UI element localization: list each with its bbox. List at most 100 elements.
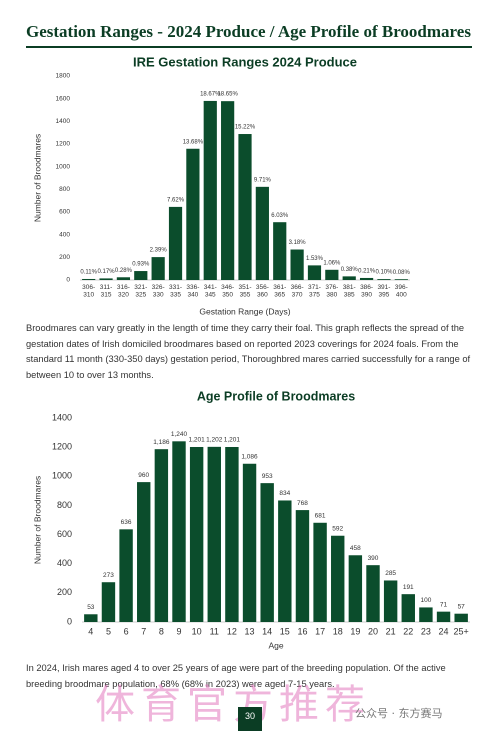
x-tick-label: 14 bbox=[262, 626, 272, 636]
x-tick-label: 22 bbox=[403, 626, 413, 636]
data-label: 960 bbox=[138, 472, 149, 479]
data-label: 1,240 bbox=[171, 431, 188, 438]
y-tick-label: 600 bbox=[59, 209, 70, 216]
data-label: 636 bbox=[121, 519, 132, 526]
bar bbox=[325, 269, 339, 280]
bar bbox=[454, 613, 468, 622]
bar bbox=[313, 522, 327, 622]
bar bbox=[419, 607, 433, 622]
x-tick-label: 346-350 bbox=[221, 284, 234, 299]
y-tick-label: 1000 bbox=[52, 471, 72, 481]
data-label: 390 bbox=[368, 555, 379, 562]
bar bbox=[203, 100, 217, 280]
x-tick-label: 6 bbox=[124, 626, 129, 636]
bar bbox=[273, 222, 287, 280]
bar bbox=[278, 500, 292, 622]
bar bbox=[342, 276, 356, 280]
y-tick-label: 1400 bbox=[52, 412, 72, 422]
data-label: 57 bbox=[458, 603, 466, 610]
x-tick-label: 24 bbox=[439, 626, 449, 636]
data-label: 0.38% bbox=[341, 267, 359, 273]
data-label: 768 bbox=[297, 500, 308, 507]
data-label: 1,202 bbox=[206, 437, 223, 444]
bar bbox=[119, 529, 133, 622]
y-tick-label: 800 bbox=[57, 500, 72, 510]
x-tick-label: 371-375 bbox=[308, 284, 321, 299]
chart-title: IRE Gestation Ranges 2024 Produce bbox=[133, 54, 357, 69]
bar bbox=[207, 446, 221, 622]
y-tick-label: 0 bbox=[66, 277, 70, 284]
paragraph: In 2024, Irish mares aged 4 to over 25 y… bbox=[26, 663, 446, 689]
data-label: 1,186 bbox=[153, 439, 170, 446]
x-tick-label: 18 bbox=[333, 626, 343, 636]
bar bbox=[290, 249, 304, 280]
page-title: Gestation Ranges - 2024 Produce / Age Pr… bbox=[26, 22, 471, 41]
y-tick-label: 1400 bbox=[56, 118, 71, 125]
data-label: 1.53% bbox=[306, 256, 324, 262]
bar bbox=[394, 279, 408, 280]
x-tick-label: 376-380 bbox=[325, 284, 338, 299]
x-tick-label: 381-385 bbox=[343, 284, 356, 299]
x-tick-label: 15 bbox=[280, 626, 290, 636]
bar bbox=[84, 614, 98, 622]
x-tick-label: 13 bbox=[245, 626, 255, 636]
y-axis-label: Number of Broodmares bbox=[32, 476, 42, 564]
x-tick-label: 10 bbox=[192, 626, 202, 636]
x-tick-label: 356-360 bbox=[256, 284, 269, 299]
data-label: 15.22% bbox=[235, 125, 256, 131]
bar bbox=[436, 611, 451, 622]
x-tick-label: 5 bbox=[106, 626, 111, 636]
bar bbox=[295, 510, 310, 622]
bar bbox=[137, 482, 151, 622]
bar bbox=[383, 580, 398, 622]
watermark: 公众号 · 东方赛马 bbox=[355, 707, 443, 720]
bar bbox=[255, 186, 269, 280]
data-label: 7.62% bbox=[167, 197, 185, 203]
bar bbox=[307, 265, 322, 280]
x-tick-label: 396-400 bbox=[395, 284, 408, 299]
page-number: 30 bbox=[238, 707, 262, 731]
data-label: 834 bbox=[279, 490, 290, 497]
watermark: 体育官方推荐 bbox=[95, 682, 371, 728]
x-tick-label: 23 bbox=[421, 626, 431, 636]
x-tick-label: 306-310 bbox=[82, 284, 95, 299]
y-tick-label: 1800 bbox=[56, 73, 71, 80]
x-tick-label: 311-315 bbox=[100, 284, 113, 299]
data-label: 0.21% bbox=[358, 269, 376, 275]
bar bbox=[154, 449, 169, 622]
data-label: 13.68% bbox=[183, 139, 204, 145]
data-label: 273 bbox=[103, 572, 114, 579]
y-tick-label: 1200 bbox=[52, 442, 72, 452]
bar bbox=[401, 594, 415, 622]
data-label: 191 bbox=[403, 584, 414, 591]
x-tick-label: 331-335 bbox=[169, 284, 182, 299]
y-tick-label: 600 bbox=[57, 529, 72, 539]
title-rule bbox=[26, 46, 472, 48]
bar bbox=[168, 206, 183, 280]
bar bbox=[134, 271, 148, 280]
bar bbox=[331, 535, 345, 622]
data-label: 0.93% bbox=[132, 262, 150, 268]
y-tick-label: 800 bbox=[59, 186, 70, 193]
data-label: 3.18% bbox=[289, 240, 307, 246]
bar bbox=[189, 446, 204, 622]
bar bbox=[242, 463, 257, 622]
data-label: 100 bbox=[420, 597, 431, 604]
bar bbox=[238, 134, 252, 280]
y-tick-label: 0 bbox=[67, 616, 72, 626]
data-label: 71 bbox=[440, 601, 448, 608]
data-label: 1,086 bbox=[241, 453, 258, 460]
bar bbox=[348, 555, 363, 622]
x-tick-label: 7 bbox=[141, 626, 146, 636]
data-label: 0.11% bbox=[80, 270, 97, 276]
bar bbox=[186, 148, 200, 280]
x-tick-label: 9 bbox=[176, 626, 181, 636]
data-label: 1.06% bbox=[323, 260, 341, 266]
data-label: 53 bbox=[87, 604, 95, 611]
bar bbox=[151, 257, 165, 280]
x-tick-label: 12 bbox=[227, 626, 237, 636]
x-tick-label: 8 bbox=[159, 626, 164, 636]
data-label: 2.39% bbox=[150, 248, 168, 254]
